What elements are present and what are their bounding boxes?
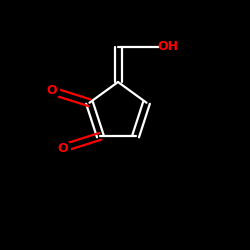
Text: O: O xyxy=(46,84,57,97)
Circle shape xyxy=(160,39,176,55)
Circle shape xyxy=(44,83,60,99)
Circle shape xyxy=(54,140,70,156)
Text: OH: OH xyxy=(158,40,178,54)
Text: O: O xyxy=(57,142,68,155)
